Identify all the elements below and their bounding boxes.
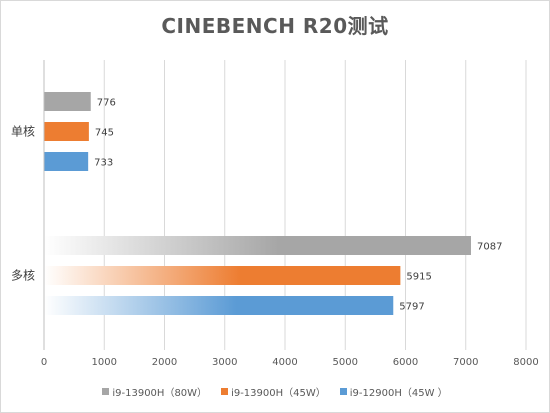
bar <box>44 152 89 171</box>
legend-swatch <box>102 388 110 395</box>
x-tick-label: 5000 <box>333 357 358 368</box>
category-label: 多核 <box>11 269 35 283</box>
x-tick-label: 6000 <box>393 357 418 368</box>
bar <box>44 236 471 255</box>
x-tick-label: 4000 <box>272 357 297 368</box>
chart-title: CINEBENCH R20测试 <box>161 14 389 38</box>
data-label: 776 <box>97 98 116 109</box>
legend-label: i9-12900H（45W ） <box>349 388 448 399</box>
data-label: 7087 <box>477 242 502 253</box>
legend-item: i9-13900H（45W） <box>221 384 326 399</box>
data-label: 5797 <box>399 302 424 313</box>
legend-item: i9-12900H（45W ） <box>339 384 448 399</box>
x-tick-label: 7000 <box>453 357 478 368</box>
legend-swatch <box>221 388 229 395</box>
bar <box>44 122 89 141</box>
bar <box>44 266 401 285</box>
x-tick-label: 3000 <box>212 357 237 368</box>
bars: 776 745 733 7087 5915 5797 <box>44 92 502 315</box>
data-label: 5915 <box>406 272 431 283</box>
bar <box>44 92 91 111</box>
x-tick-label: 0 <box>41 357 47 368</box>
data-label: 745 <box>95 128 114 139</box>
category-label: 单核 <box>11 125 35 139</box>
x-tick-label: 8000 <box>513 357 538 368</box>
data-label: 733 <box>94 158 113 169</box>
legend: i9-13900H（80W） i9-13900H（45W） i9-12900H（45… <box>0 384 550 399</box>
bar <box>44 296 394 315</box>
legend-label: i9-13900H（80W） <box>112 388 208 399</box>
legend-item: i9-13900H（80W） <box>102 384 207 399</box>
x-tick-label: 2000 <box>152 357 177 368</box>
x-tick-label: 1000 <box>92 357 117 368</box>
legend-label: i9-13900H（45W） <box>231 388 326 399</box>
legend-swatch <box>339 388 347 395</box>
